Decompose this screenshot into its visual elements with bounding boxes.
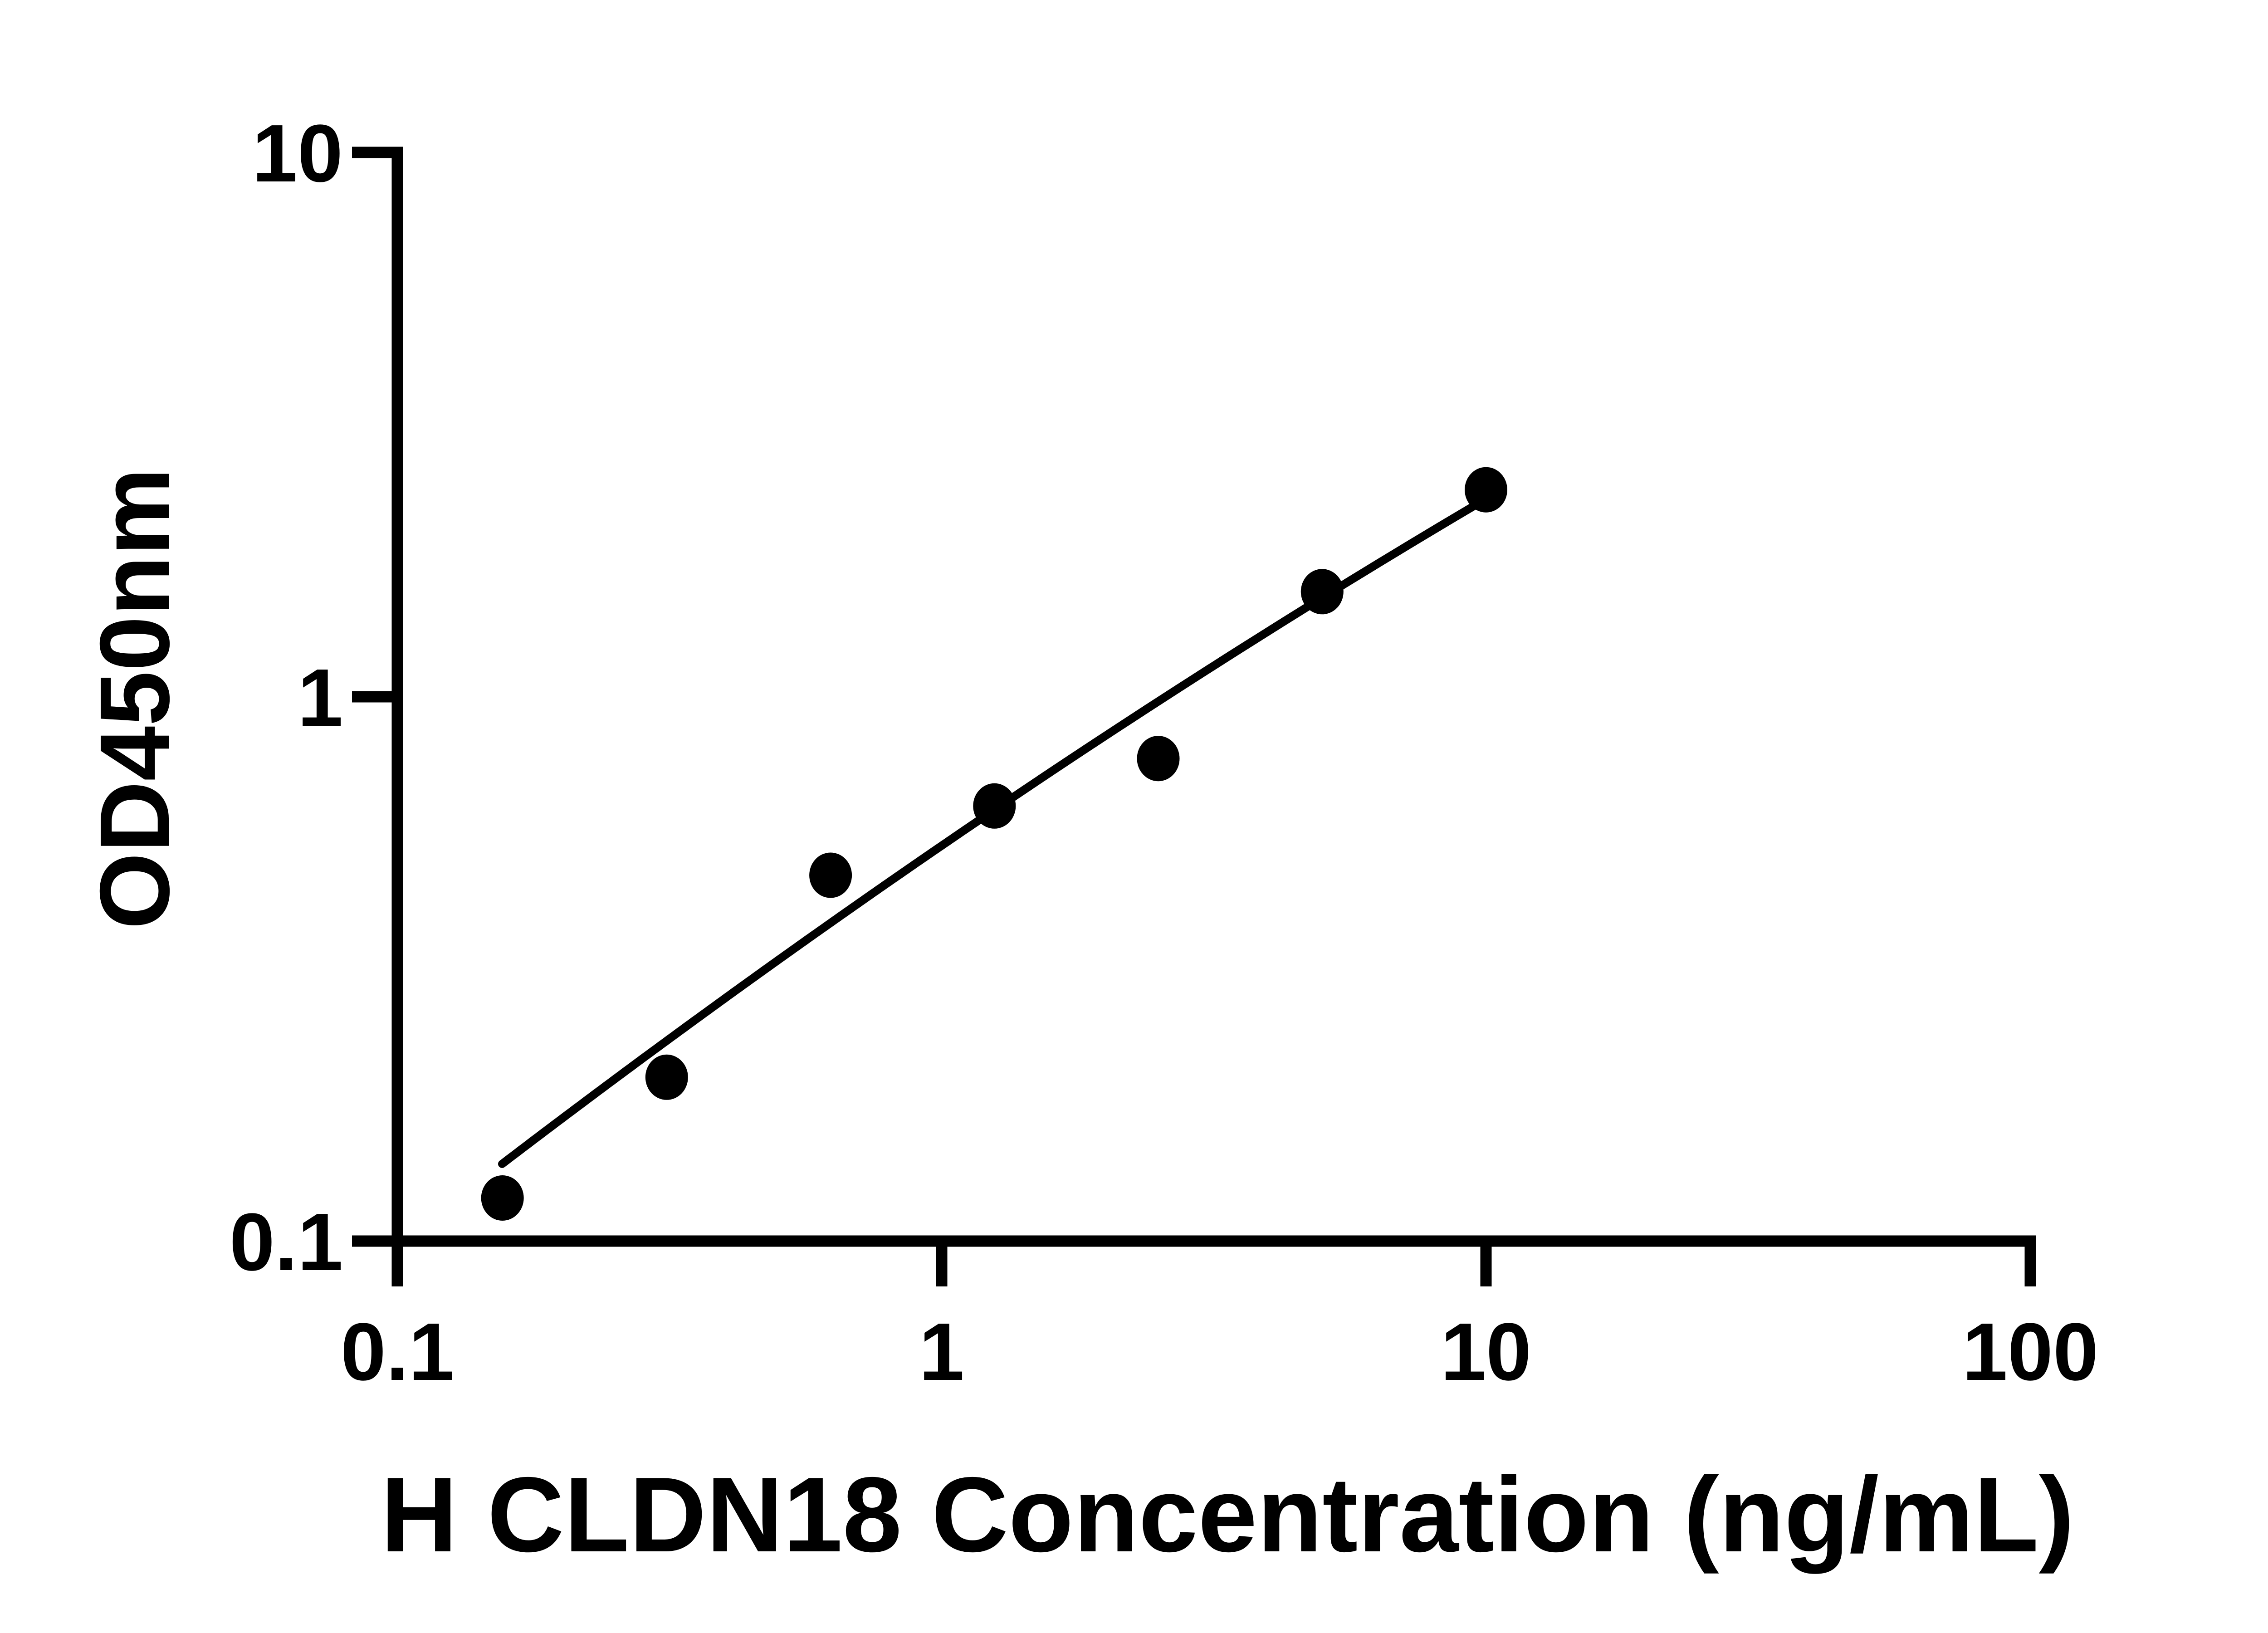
x-tick-label-1: 1 (919, 1306, 964, 1398)
x-tick-label-100: 100 (1962, 1306, 2098, 1398)
data-point-7 (1465, 467, 1507, 513)
x-tick-label-10: 10 (1441, 1306, 1531, 1398)
y-tick-label-0.1: 0.1 (230, 1197, 343, 1288)
data-point-6 (1300, 569, 1344, 615)
data-point-3 (809, 852, 852, 898)
x-tick-label-0.1: 0.1 (341, 1306, 454, 1398)
y-tick-label-10: 10 (252, 108, 343, 199)
y-axis-title: OD450nm (80, 468, 190, 929)
data-points (481, 467, 1507, 1221)
axes (391, 147, 2036, 1247)
data-point-5 (1137, 736, 1180, 782)
x-axis-title: H CLDN18 Concentration (ng/mL) (381, 1455, 2074, 1574)
data-point-2 (645, 1054, 688, 1100)
y-tick-label-1: 1 (298, 652, 343, 743)
data-point-1 (481, 1175, 524, 1221)
tick-marks (352, 147, 2036, 1286)
tick-labels: 0.1 1 10 100 10 1 0.1 (230, 108, 2098, 1398)
data-point-4 (973, 783, 1016, 829)
